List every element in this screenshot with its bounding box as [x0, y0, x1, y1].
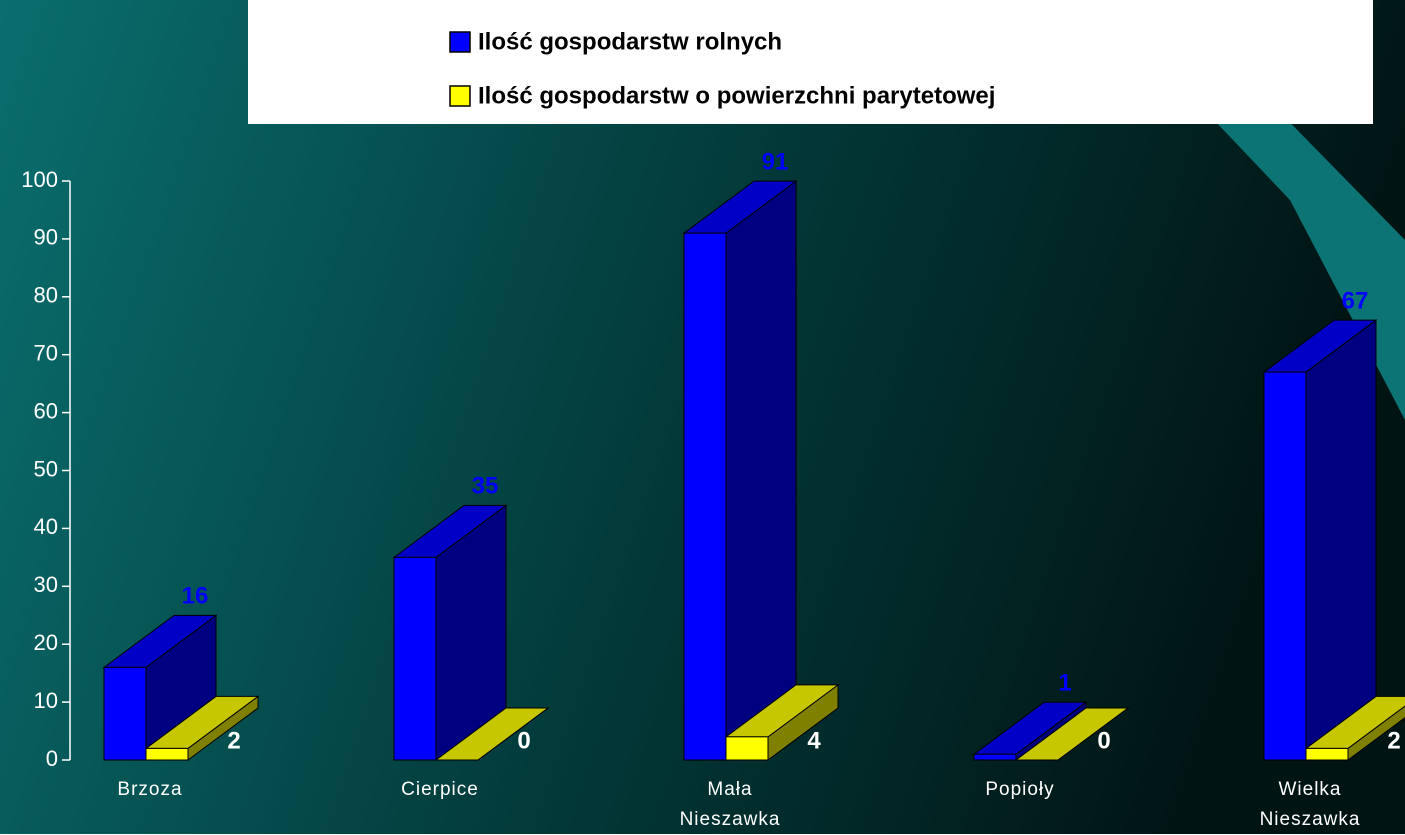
value-label: 16 — [182, 583, 209, 610]
bar-front — [103, 666, 147, 761]
bar — [102, 614, 218, 761]
y-tick-label: 100 — [21, 167, 58, 192]
y-tick-label: 20 — [34, 630, 58, 655]
bar — [724, 683, 840, 761]
bar — [434, 707, 550, 761]
bar-top — [1014, 707, 1130, 761]
x-tick-label: Brzoza — [117, 779, 183, 800]
value-label: 2 — [1387, 727, 1400, 754]
value-label: 2 — [227, 727, 240, 754]
bar — [144, 695, 260, 761]
bar-top — [434, 707, 550, 761]
decor-stripe — [1100, 0, 1405, 420]
bar — [972, 701, 1088, 761]
y-tick-label: 10 — [34, 688, 58, 713]
y-tick-label: 40 — [34, 514, 58, 539]
y-tick-label: 0 — [46, 746, 58, 771]
y-tick-label: 90 — [34, 225, 58, 250]
y-tick-label: 60 — [34, 398, 58, 423]
bar — [682, 180, 798, 761]
y-tick-label: 70 — [34, 341, 58, 366]
value-label: 91 — [762, 148, 789, 175]
value-label: 35 — [472, 473, 499, 500]
bar — [1262, 319, 1378, 761]
x-tick-label: Wielka Nieszawka — [1259, 779, 1361, 830]
y-tick-label: 50 — [34, 456, 58, 481]
bar-front — [1263, 371, 1307, 761]
legend-label: Ilość gospodarstw rolnych — [478, 28, 782, 55]
bar-side — [725, 180, 797, 761]
legend-label: Ilość gospodarstw o powierzchni paryteto… — [478, 82, 995, 109]
bar-front — [393, 556, 437, 761]
value-label: 67 — [1342, 287, 1369, 314]
bar — [1304, 695, 1405, 761]
bar-side — [1305, 319, 1377, 761]
x-tick-label: Popioły — [985, 779, 1055, 800]
bar-front — [145, 747, 189, 761]
x-tick-label: Mała Nieszawka — [679, 779, 781, 830]
value-label: 0 — [1097, 727, 1110, 754]
y-tick-label: 30 — [34, 572, 58, 597]
bar-front — [973, 753, 1017, 761]
bar-front — [1305, 747, 1349, 761]
legend-swatch — [449, 85, 471, 107]
value-label: 0 — [517, 727, 530, 754]
value-label: 1 — [1058, 670, 1071, 697]
bar — [392, 504, 508, 761]
bar-front — [683, 232, 727, 761]
bar — [1014, 707, 1130, 761]
value-label: 4 — [807, 727, 821, 754]
y-tick-label: 80 — [34, 283, 58, 308]
bar-front — [725, 736, 769, 761]
x-tick-label: Cierpice — [401, 779, 479, 800]
legend-box — [248, 0, 1373, 124]
legend-swatch — [449, 31, 471, 53]
